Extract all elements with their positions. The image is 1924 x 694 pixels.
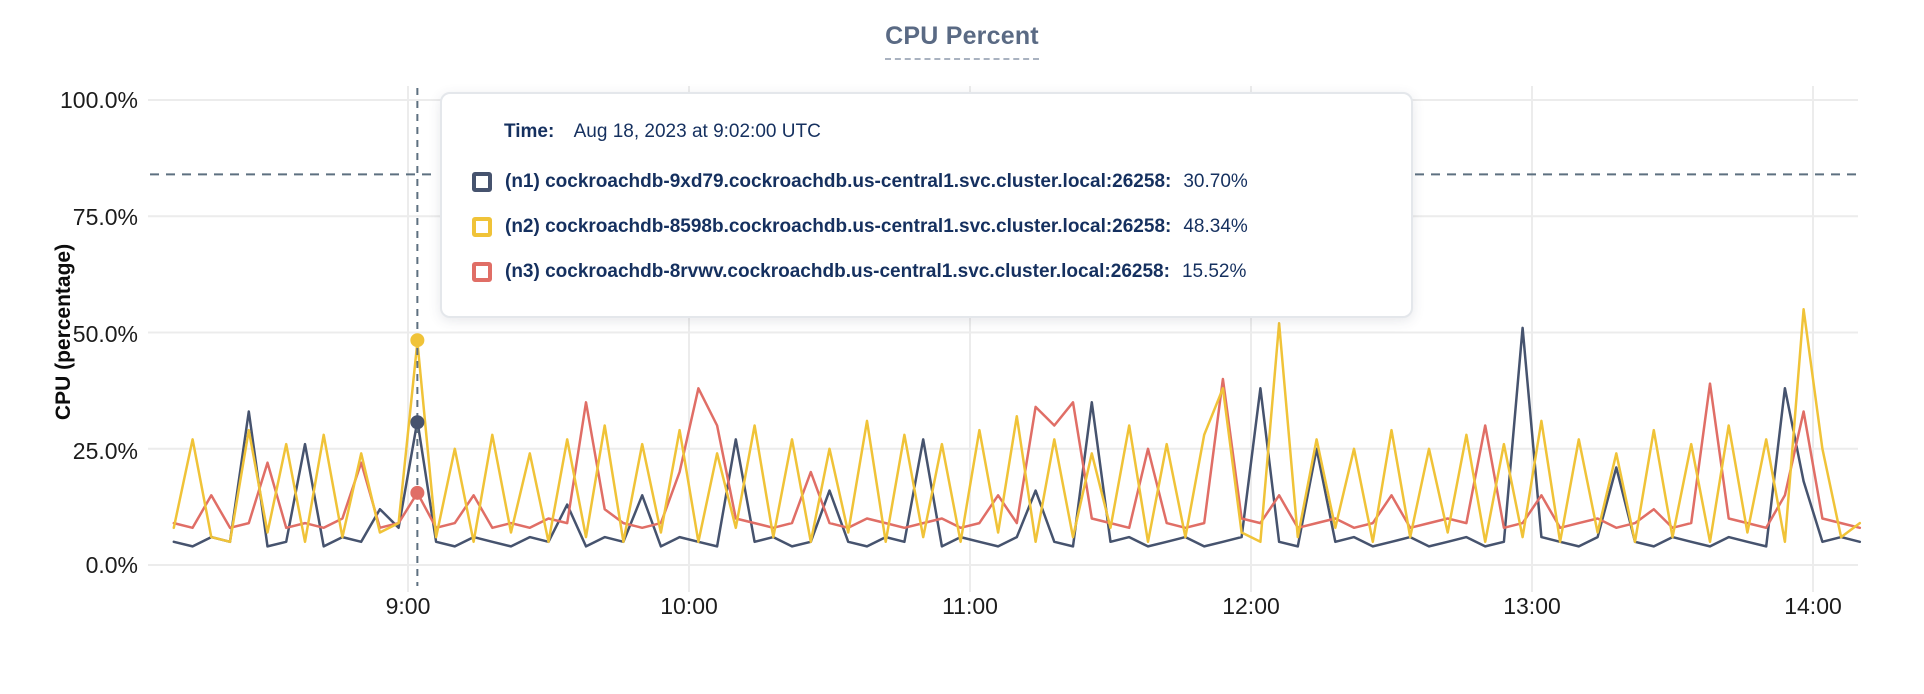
x-tick-label-12: 12:00 (1222, 593, 1280, 619)
x-tick-label-14: 14:00 (1784, 593, 1842, 619)
chart-title: CPU Percent (885, 22, 1039, 60)
series-swatch-n2-icon (472, 217, 492, 237)
y-tick-label-50: 50.0% (72, 321, 138, 347)
x-tick-label-9: 9:00 (385, 593, 431, 619)
y-tick-label-25: 25.0% (72, 438, 138, 464)
tooltip-series-value-n3: 15.52% (1181, 261, 1247, 282)
hover-point-n1 (410, 415, 425, 430)
x-tick-label-13: 13:00 (1503, 593, 1561, 619)
series-line-n3 (172, 377, 1862, 530)
tooltip-time-label: Time: (504, 121, 555, 142)
hover-point-n2 (410, 333, 425, 348)
y-tick-label-100: 100.0% (59, 87, 138, 113)
y-tick-label-0: 0.0% (85, 552, 138, 578)
series-line-n2 (172, 308, 1862, 544)
tooltip-series-label-n1: (n1) cockroachdb-9xd79.cockroachdb.us-ce… (505, 171, 1172, 192)
tooltip-series-value-n2: 48.34% (1183, 216, 1248, 237)
tooltip-series-row-n3: (n3) cockroachdb-8rvwv.cockroachdb.us-ce… (472, 258, 1381, 286)
tooltip-time-row: Time: Aug 18, 2023 at 9:02:00 UTC (504, 120, 1381, 144)
hover-point-n3 (410, 485, 425, 500)
series-swatch-n3-icon (472, 262, 492, 282)
tooltip-series-row-n1: (n1) cockroachdb-9xd79.cockroachdb.us-ce… (472, 168, 1381, 196)
x-tick-label-10: 10:00 (660, 593, 718, 619)
tooltip-series-value-n1: 30.70% (1183, 171, 1248, 192)
series-swatch-n1-icon (472, 172, 492, 192)
tooltip-series-row-n2: (n2) cockroachdb-8598b.cockroachdb.us-ce… (472, 213, 1381, 241)
hover-tooltip: Time: Aug 18, 2023 at 9:02:00 UTC (n1) c… (440, 92, 1413, 318)
tooltip-time-value: Aug 18, 2023 at 9:02:00 UTC (573, 121, 821, 142)
y-tick-label-75: 75.0% (72, 204, 138, 230)
tooltip-series-label-n3: (n3) cockroachdb-8rvwv.cockroachdb.us-ce… (505, 261, 1170, 282)
chart-header: CPU Percent (0, 22, 1924, 60)
tooltip-series-label-n2: (n2) cockroachdb-8598b.cockroachdb.us-ce… (505, 216, 1172, 237)
x-tick-label-11: 11:00 (942, 593, 998, 619)
series-line-n1 (172, 326, 1862, 548)
